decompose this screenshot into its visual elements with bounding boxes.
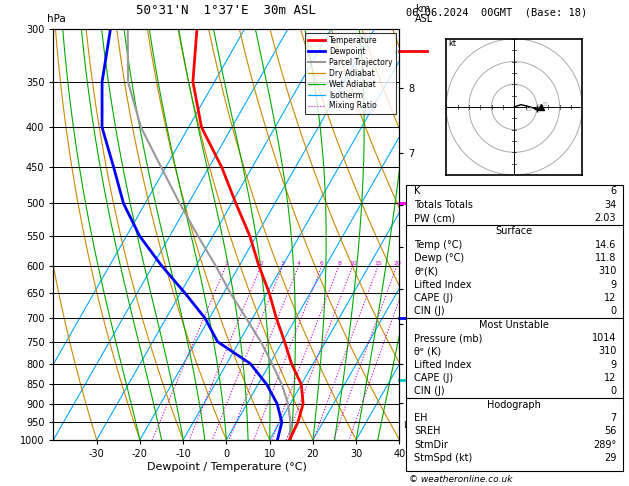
Text: CIN (J): CIN (J) xyxy=(415,306,445,316)
Text: 12: 12 xyxy=(604,293,616,303)
Text: 30: 30 xyxy=(536,104,543,109)
Text: 6: 6 xyxy=(320,260,324,265)
Text: Hodograph: Hodograph xyxy=(487,400,541,410)
Text: 6: 6 xyxy=(610,186,616,196)
Text: 29: 29 xyxy=(604,453,616,463)
Text: 11.8: 11.8 xyxy=(595,253,616,263)
Text: CAPE (J): CAPE (J) xyxy=(415,293,454,303)
Text: Mixing Ratio (g/kg): Mixing Ratio (g/kg) xyxy=(427,256,436,336)
Text: 56: 56 xyxy=(604,426,616,436)
Text: 7: 7 xyxy=(610,413,616,423)
Text: hPa: hPa xyxy=(47,14,66,24)
Text: Dewp (°C): Dewp (°C) xyxy=(415,253,464,263)
Text: K: K xyxy=(415,186,421,196)
Text: 06.06.2024  00GMT  (Base: 18): 06.06.2024 00GMT (Base: 18) xyxy=(406,7,587,17)
Text: Temp (°C): Temp (°C) xyxy=(415,240,463,250)
Text: 50°31'N  1°37'E  30m ASL: 50°31'N 1°37'E 30m ASL xyxy=(136,4,316,17)
Text: Pressure (mb): Pressure (mb) xyxy=(415,333,483,343)
Text: 0: 0 xyxy=(610,306,616,316)
Text: 9: 9 xyxy=(610,280,616,290)
Text: CIN (J): CIN (J) xyxy=(415,386,445,397)
Text: Lifted Index: Lifted Index xyxy=(415,280,472,290)
Text: 20: 20 xyxy=(393,260,401,265)
Text: 37: 37 xyxy=(542,102,548,107)
Text: 15: 15 xyxy=(374,260,382,265)
Text: 4: 4 xyxy=(297,260,301,265)
Text: 34: 34 xyxy=(604,200,616,209)
Text: 1014: 1014 xyxy=(592,333,616,343)
Text: PW (cm): PW (cm) xyxy=(415,213,455,223)
Text: 10: 10 xyxy=(349,260,357,265)
Text: 3: 3 xyxy=(281,260,285,265)
Text: 310: 310 xyxy=(598,266,616,277)
Text: © weatheronline.co.uk: © weatheronline.co.uk xyxy=(409,474,513,484)
Text: Surface: Surface xyxy=(496,226,533,236)
Text: 2: 2 xyxy=(259,260,263,265)
Text: 9: 9 xyxy=(610,360,616,370)
Text: 2.03: 2.03 xyxy=(594,213,616,223)
Text: 1: 1 xyxy=(224,260,228,265)
Text: StmSpd (kt): StmSpd (kt) xyxy=(415,453,472,463)
Text: 310: 310 xyxy=(598,347,616,356)
Text: 12: 12 xyxy=(604,373,616,383)
Text: 289°: 289° xyxy=(593,440,616,450)
Legend: Temperature, Dewpoint, Parcel Trajectory, Dry Adiabat, Wet Adiabat, Isotherm, Mi: Temperature, Dewpoint, Parcel Trajectory… xyxy=(305,33,396,114)
Text: EH: EH xyxy=(415,413,428,423)
Text: LCL: LCL xyxy=(403,421,418,431)
Text: θᵉ (K): θᵉ (K) xyxy=(415,347,442,356)
FancyBboxPatch shape xyxy=(406,185,623,471)
Text: Lifted Index: Lifted Index xyxy=(415,360,472,370)
Text: 14.6: 14.6 xyxy=(595,240,616,250)
Text: StmDir: StmDir xyxy=(415,440,448,450)
Text: 0: 0 xyxy=(610,386,616,397)
X-axis label: Dewpoint / Temperature (°C): Dewpoint / Temperature (°C) xyxy=(147,462,306,471)
Text: km
ASL: km ASL xyxy=(415,3,433,24)
Text: θᵉ(K): θᵉ(K) xyxy=(415,266,438,277)
Text: CAPE (J): CAPE (J) xyxy=(415,373,454,383)
Text: Most Unstable: Most Unstable xyxy=(479,320,549,330)
Text: 8: 8 xyxy=(337,260,341,265)
Text: SREH: SREH xyxy=(415,426,441,436)
Text: kt: kt xyxy=(448,39,457,48)
Text: Totals Totals: Totals Totals xyxy=(415,200,473,209)
Text: 18: 18 xyxy=(525,107,533,112)
